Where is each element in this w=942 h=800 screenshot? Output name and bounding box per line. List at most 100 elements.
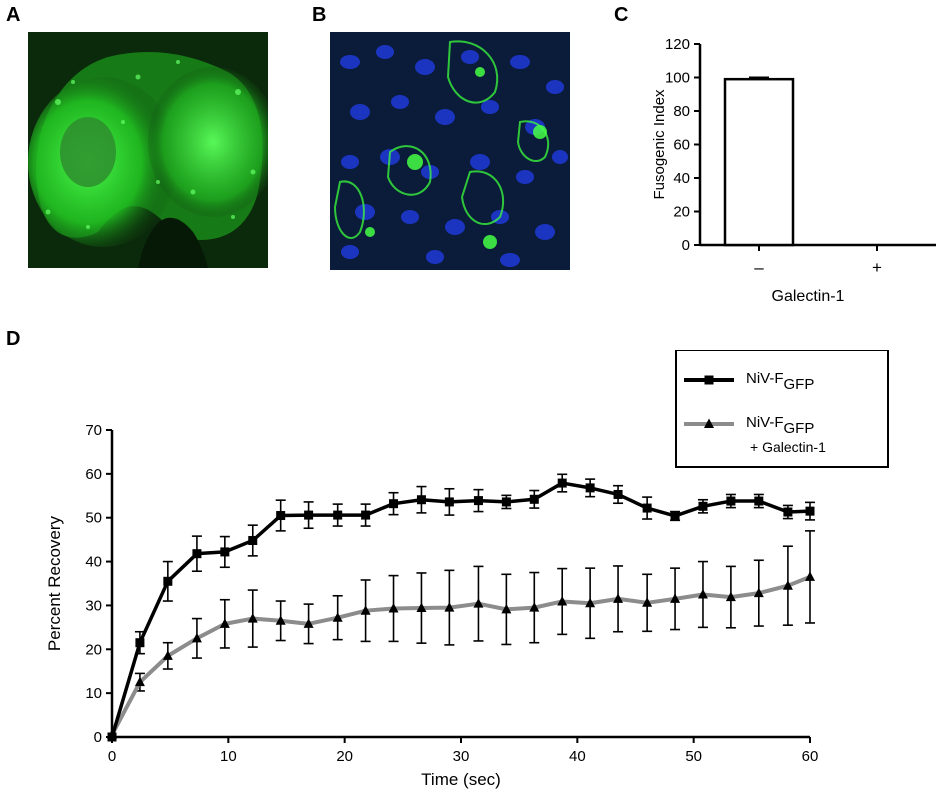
x-tick-label: 40 xyxy=(569,748,586,765)
data-point xyxy=(332,612,343,622)
y-tick-label: 100 xyxy=(665,70,690,87)
data-point xyxy=(782,580,793,590)
data-point xyxy=(107,732,117,742)
x-axis-label: Galectin-1 xyxy=(772,288,845,305)
data-point xyxy=(529,602,540,612)
x-tick-label: – xyxy=(754,258,764,277)
data-point xyxy=(473,496,483,506)
x-tick-label: 10 xyxy=(220,748,237,765)
data-point xyxy=(670,593,681,603)
data-point xyxy=(134,676,145,687)
data-point xyxy=(557,478,567,488)
data-point xyxy=(416,602,427,613)
y-tick-label: 50 xyxy=(85,510,102,527)
data-point xyxy=(783,507,793,517)
data-point xyxy=(191,632,202,643)
data-point xyxy=(444,497,454,507)
data-point xyxy=(276,511,286,521)
panel-letter-c: C xyxy=(614,4,629,26)
micrograph-a xyxy=(28,32,268,268)
y-axis-label: Percent Recovery xyxy=(45,515,64,651)
data-point xyxy=(557,595,568,606)
data-point xyxy=(192,549,202,559)
y-tick-label: 70 xyxy=(85,422,102,439)
data-point xyxy=(473,598,484,608)
micrograph-a-image xyxy=(28,32,268,268)
y-tick-label: 0 xyxy=(682,237,690,254)
data-point xyxy=(135,638,145,648)
x-tick-label: 60 xyxy=(802,748,819,765)
legend-swatch-marker xyxy=(704,375,714,385)
data-point xyxy=(444,602,455,612)
series-nivf-gfp-galectin xyxy=(107,530,815,739)
data-point xyxy=(163,576,173,586)
series-line xyxy=(110,481,811,738)
legend-label: NiV-FGFP xyxy=(746,414,814,437)
data-point xyxy=(698,501,708,511)
data-point xyxy=(275,615,286,625)
y-tick-label: 20 xyxy=(673,204,690,221)
x-tick-label: 50 xyxy=(685,748,702,765)
panel-letter-a: A xyxy=(6,4,21,26)
x-tick-label: 20 xyxy=(336,748,353,765)
data-point xyxy=(642,503,652,513)
data-point xyxy=(753,587,764,598)
data-point xyxy=(360,605,371,615)
series-line xyxy=(110,575,811,736)
y-tick-label: 40 xyxy=(673,170,690,187)
data-point xyxy=(219,618,230,628)
series-nivf-gfp xyxy=(107,473,815,742)
data-point xyxy=(585,483,595,493)
data-point xyxy=(416,495,426,505)
y-axis-label: Fusogenic Index xyxy=(651,89,668,200)
data-point xyxy=(501,497,511,507)
y-tick-label: 0 xyxy=(94,729,102,746)
chart-c: 0 20 40 60 80 100 120 – + Galectin-1 Fusogenic Ind… xyxy=(651,36,936,305)
x-axis-label: Time (sec) xyxy=(421,770,501,789)
bar xyxy=(723,77,795,247)
legend: NiV-FGFP NiV-FGFP + Galectin-1 xyxy=(675,350,889,468)
y-tick-label: 40 xyxy=(85,554,102,571)
data-point xyxy=(389,499,399,509)
data-point xyxy=(805,506,815,516)
micrograph-b xyxy=(330,32,570,270)
data-point xyxy=(726,496,736,506)
data-point xyxy=(613,489,623,499)
data-point xyxy=(303,618,314,628)
y-tick-label: 80 xyxy=(673,103,690,120)
data-point xyxy=(725,591,736,602)
x-tick-label: 30 xyxy=(453,748,470,765)
legend-label: NiV-FGFP xyxy=(746,370,814,393)
data-point xyxy=(361,510,371,520)
y-tick-label: 60 xyxy=(673,137,690,154)
panel-letter-d: D xyxy=(6,328,21,350)
data-point xyxy=(248,536,258,546)
y-tick-label: 30 xyxy=(85,597,102,614)
legend-box xyxy=(675,350,889,468)
data-point xyxy=(805,571,815,581)
data-point xyxy=(220,547,230,557)
y-tick-label: 120 xyxy=(665,36,690,53)
data-point xyxy=(670,511,680,521)
data-point xyxy=(529,494,539,504)
data-point xyxy=(388,602,399,613)
legend-label-extra: + Galectin-1 xyxy=(750,439,826,455)
data-point xyxy=(501,603,512,614)
data-point xyxy=(642,597,653,607)
legend-swatch-marker xyxy=(704,418,714,428)
x-tick-label: + xyxy=(872,258,882,277)
data-point xyxy=(613,593,624,603)
data-point xyxy=(754,496,764,506)
data-point xyxy=(585,597,596,608)
y-tick-label: 10 xyxy=(85,685,102,702)
micrograph-b-image xyxy=(330,32,570,270)
data-point xyxy=(333,510,343,520)
chart-d: 0 10 20 30 40 50 60 70 0 10 20 30 40 50 60 Time (sec) Pe… xyxy=(45,350,889,789)
y-tick-label: 60 xyxy=(85,466,102,483)
data-point xyxy=(697,588,708,599)
panel-letter-b: B xyxy=(312,4,327,26)
y-tick-label: 20 xyxy=(85,641,102,658)
x-tick-label: 0 xyxy=(108,748,116,765)
data-point xyxy=(162,650,173,660)
data-point xyxy=(247,613,258,623)
